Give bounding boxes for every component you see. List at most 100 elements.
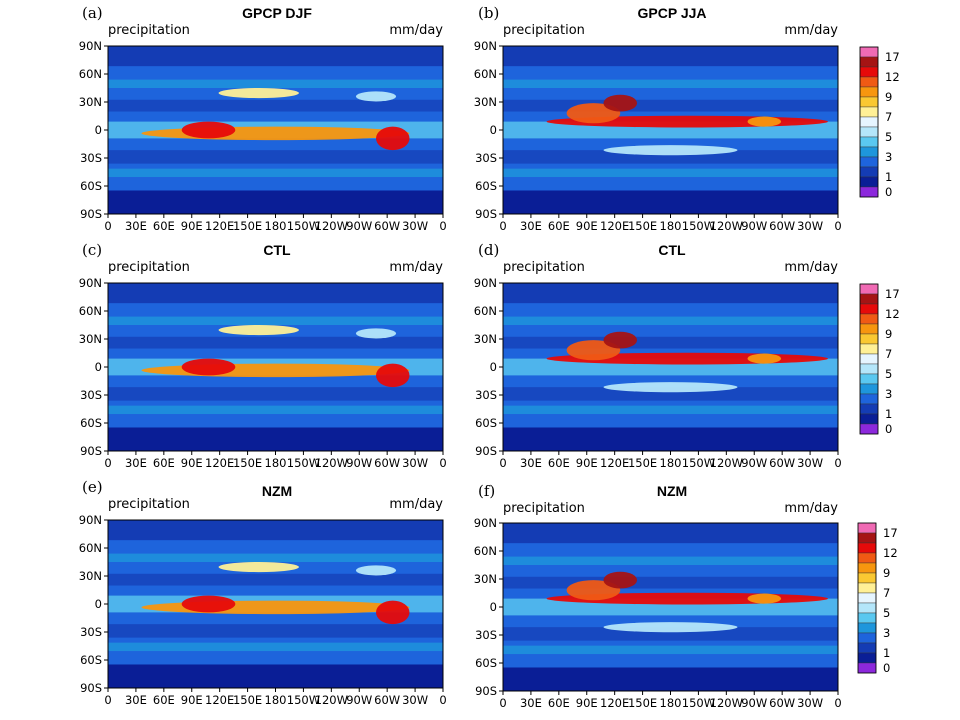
colorbar-swatch <box>859 293 879 305</box>
lon-tick-label: 60E <box>153 693 175 707</box>
colorbar-swatch <box>859 116 879 128</box>
lon-tick-label: 120W <box>315 693 348 707</box>
lon-tick-label: 60E <box>153 219 175 233</box>
lat-tick-label: 0 <box>490 360 497 374</box>
lon-tick-label: 0 <box>104 456 111 470</box>
colorbar-label: 9 <box>885 90 892 104</box>
panel-title: GPCP JJA <box>638 5 707 21</box>
colorbar-label: 1 <box>885 170 892 184</box>
lon-tick-label: 0 <box>834 219 841 233</box>
colorbar-swatch <box>859 96 879 108</box>
precip-feature <box>181 595 236 613</box>
panel-title: CTL <box>658 242 686 258</box>
lon-tick-label: 0 <box>439 693 446 707</box>
units-label: mm/day <box>389 497 443 512</box>
lat-tick-label: 60N <box>474 544 497 558</box>
colorbar-1: 17 12 9 7 5 3 10 <box>859 46 900 199</box>
lat-tick-label: 90S <box>80 207 102 221</box>
lat-tick-label: 0 <box>490 123 497 137</box>
units-label: mm/day <box>784 260 838 275</box>
lat-tick-label: 30S <box>475 388 497 402</box>
colorbar-label: 12 <box>885 307 900 321</box>
colorbar-swatch <box>859 56 879 68</box>
precip-feature <box>376 600 410 625</box>
lat-tick-label: 90N <box>474 516 497 530</box>
colorbar-label: 3 <box>885 387 892 401</box>
lon-tick-label: 60E <box>548 219 570 233</box>
lat-tick-label: 30N <box>79 95 102 109</box>
precip-feature <box>603 622 738 633</box>
precip-feature <box>181 121 236 139</box>
precip-feature <box>141 363 410 378</box>
panel-letter: (e) <box>82 478 103 496</box>
lat-tick-label: 30S <box>80 151 102 165</box>
colorbar-swatch <box>857 602 877 614</box>
precip-feature <box>747 116 782 127</box>
lon-tick-label: 30E <box>520 456 542 470</box>
lon-tick-label: 150W <box>287 693 320 707</box>
precip-feature <box>218 325 299 336</box>
lon-tick-label: 90E <box>576 696 598 710</box>
lat-tick-label: 60N <box>79 67 102 81</box>
lon-tick-label: 0 <box>834 456 841 470</box>
lat-tick-label: 90S <box>80 444 102 458</box>
lon-tick-label: 120E <box>600 219 629 233</box>
lon-tick-label: 60W <box>374 693 400 707</box>
precip-feature <box>218 562 299 573</box>
lat-tick-label: 90S <box>80 681 102 695</box>
lon-tick-label: 0 <box>104 219 111 233</box>
colorbar-label: 5 <box>883 606 890 620</box>
lat-tick-label: 90S <box>475 444 497 458</box>
colorbar-label: 1 <box>883 646 890 660</box>
lon-tick-label: 120W <box>710 696 743 710</box>
colorbar-label: 0 <box>883 661 890 675</box>
colorbar-swatch <box>859 156 879 168</box>
lat-tick-label: 30S <box>475 628 497 642</box>
colorbar-swatch <box>859 423 879 435</box>
precip-feature <box>603 382 738 393</box>
lat-tick-label: 60N <box>474 304 497 318</box>
colorbar-swatch <box>859 166 879 178</box>
lon-tick-label: 150E <box>233 456 262 470</box>
precip-feature <box>747 353 782 364</box>
panel-letter: (a) <box>82 4 103 22</box>
panel-letter: (c) <box>82 241 102 259</box>
lat-tick-label: 60S <box>80 653 102 667</box>
lon-tick-label: 150W <box>682 219 715 233</box>
colorbar-label: 5 <box>885 367 892 381</box>
lon-tick-label: 90W <box>346 456 372 470</box>
lon-tick-label: 180 <box>265 456 287 470</box>
lon-tick-label: 30E <box>520 696 542 710</box>
lon-tick-label: 0 <box>499 696 506 710</box>
colorbar-swatch <box>857 542 877 554</box>
colorbar-swatch <box>859 186 879 198</box>
colorbar-swatch <box>859 343 879 355</box>
colorbar-swatch <box>857 652 877 664</box>
lat-tick-label: 30S <box>80 625 102 639</box>
colorbar-swatch <box>857 562 877 574</box>
lat-tick-label: 60N <box>474 67 497 81</box>
colorbar-label: 5 <box>885 130 892 144</box>
lon-tick-label: 60E <box>153 456 175 470</box>
lat-tick-label: 90N <box>79 513 102 527</box>
lat-tick-label: 30N <box>79 332 102 346</box>
precip-feature <box>566 340 621 361</box>
lon-tick-label: 150W <box>682 456 715 470</box>
colorbar-swatch <box>859 313 879 325</box>
colorbar-label: 0 <box>885 185 892 199</box>
precip-feature <box>566 103 621 124</box>
colorbar-swatch <box>859 373 879 385</box>
colorbar-swatch <box>859 413 879 425</box>
lat-tick-label: 0 <box>95 123 102 137</box>
panel-title: CTL <box>263 242 291 258</box>
lon-tick-label: 180 <box>660 696 682 710</box>
colorbar-label: 3 <box>883 626 890 640</box>
lon-tick-label: 90W <box>346 693 372 707</box>
panel-a: (a) GPCP DJF precipitation mm/day <box>82 4 443 38</box>
variable-label: precipitation <box>503 501 585 516</box>
precip-feature <box>181 358 236 376</box>
colorbar-swatch <box>857 592 877 604</box>
colorbar-label: 9 <box>883 566 890 580</box>
